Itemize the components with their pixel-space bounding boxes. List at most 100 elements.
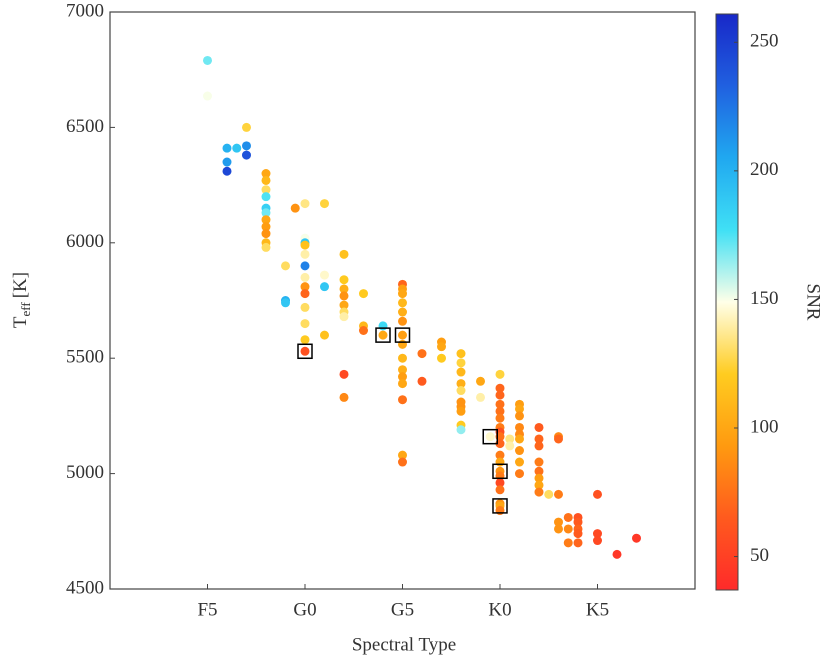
point [632, 533, 641, 543]
point [417, 376, 427, 386]
highlight-box [297, 343, 313, 360]
point [612, 549, 622, 559]
point [505, 434, 515, 444]
point [378, 321, 388, 331]
highlight-box [482, 428, 498, 445]
x-tick-label: K0 [488, 599, 511, 620]
point [320, 199, 329, 209]
point [300, 240, 310, 250]
point [398, 298, 407, 308]
point [359, 326, 368, 336]
point [534, 441, 544, 451]
point [398, 353, 407, 363]
point [495, 406, 505, 416]
point [300, 319, 310, 329]
point [417, 349, 427, 359]
point [242, 122, 251, 132]
point [593, 536, 602, 546]
point [378, 330, 388, 340]
point [495, 506, 505, 516]
point [261, 229, 271, 239]
point [456, 386, 466, 396]
point [320, 330, 329, 340]
point [339, 312, 349, 322]
point [534, 434, 544, 444]
y-label-main: T [10, 316, 31, 328]
point [456, 367, 466, 377]
point [554, 517, 563, 527]
highlight-box [492, 463, 508, 480]
point [398, 450, 407, 460]
point [534, 473, 544, 483]
point [339, 284, 349, 294]
colorbar-tick-label: 200 [750, 159, 779, 180]
point [398, 316, 407, 326]
point [339, 300, 349, 310]
highlight-box [375, 327, 391, 343]
point [320, 270, 329, 280]
point [593, 489, 602, 499]
y-tick-label: 4500 [66, 577, 104, 598]
point [300, 261, 310, 271]
point [261, 208, 271, 218]
point [359, 289, 368, 299]
point [544, 489, 554, 499]
point [300, 335, 310, 345]
point [495, 369, 505, 379]
point [300, 282, 310, 292]
point [261, 222, 271, 232]
point [495, 383, 505, 393]
point [300, 272, 310, 282]
point [437, 353, 446, 363]
x-tick-label: F5 [197, 599, 217, 620]
point [339, 275, 349, 285]
colorbar-label: SNR [803, 284, 824, 321]
y-tick-label: 6000 [66, 231, 104, 252]
point [398, 379, 407, 389]
point [398, 339, 407, 349]
point [261, 192, 271, 202]
point [300, 249, 310, 259]
colorbar-tick-label: 250 [750, 31, 779, 52]
point [534, 480, 544, 490]
point [339, 369, 349, 379]
x-axis-label: Spectral Type [352, 634, 456, 655]
point [456, 425, 466, 435]
point [320, 282, 329, 292]
point [495, 450, 505, 460]
point [456, 379, 466, 389]
point [573, 538, 583, 548]
point [300, 346, 310, 356]
x-tick-label: G0 [293, 599, 316, 620]
point [485, 432, 495, 442]
point [398, 372, 407, 382]
point [476, 376, 485, 386]
point [398, 289, 407, 299]
point [339, 249, 349, 259]
point [300, 199, 310, 209]
highlight-box [394, 327, 411, 343]
point [554, 434, 563, 444]
point [261, 242, 271, 252]
point [339, 291, 349, 301]
point [290, 203, 300, 213]
point [456, 349, 466, 359]
point [495, 485, 505, 495]
point [398, 330, 407, 340]
point [495, 390, 505, 400]
point [203, 55, 212, 65]
point [261, 175, 271, 185]
point [456, 358, 466, 368]
point [554, 489, 563, 499]
point [505, 441, 515, 451]
point [300, 302, 310, 312]
point [222, 143, 232, 153]
point [495, 399, 505, 409]
point [534, 457, 544, 467]
point [281, 298, 290, 308]
point [203, 91, 212, 101]
colorbar [715, 13, 739, 591]
y-tick-label: 6500 [66, 116, 104, 137]
